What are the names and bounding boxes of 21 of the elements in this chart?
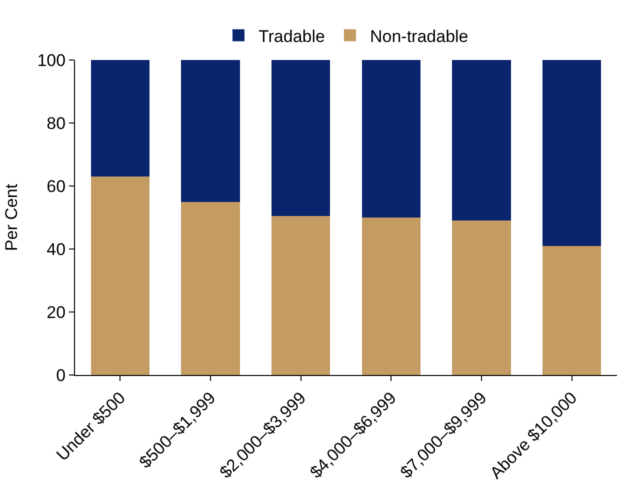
bar	[452, 220, 511, 375]
bar	[362, 60, 421, 218]
legend-label: Tradable	[258, 26, 325, 46]
bar	[271, 216, 330, 375]
bar	[271, 60, 330, 216]
bar	[542, 60, 602, 246]
bar	[181, 202, 240, 375]
bar	[542, 246, 602, 375]
y-axis-title: Per Cent	[2, 184, 21, 252]
y-tick-label: 100	[37, 50, 66, 70]
bar	[90, 176, 150, 375]
bar	[362, 218, 421, 375]
bar	[181, 60, 240, 202]
y-tick-label: 40	[46, 240, 66, 259]
legend-label: Non-tradable	[370, 26, 468, 46]
y-tick-label: 20	[46, 302, 66, 322]
y-tick-label: 0	[56, 366, 66, 385]
bar	[452, 60, 511, 221]
bar	[90, 60, 150, 177]
y-tick-label: 80	[46, 114, 66, 133]
y-tick-label: 60	[46, 176, 66, 196]
